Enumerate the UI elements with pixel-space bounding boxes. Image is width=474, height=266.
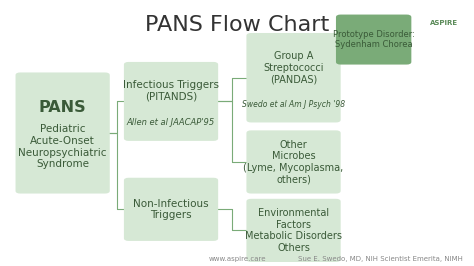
Text: Allen et al JAACAP'95: Allen et al JAACAP'95 bbox=[127, 118, 215, 127]
FancyBboxPatch shape bbox=[246, 33, 341, 122]
Text: PANS Flow Chart: PANS Flow Chart bbox=[145, 15, 329, 35]
FancyBboxPatch shape bbox=[246, 130, 341, 194]
FancyBboxPatch shape bbox=[336, 15, 411, 65]
Text: Swedo et al Am J Psych '98: Swedo et al Am J Psych '98 bbox=[242, 100, 345, 109]
Text: Pediatric
Acute-Onset
Neuropsychiatric
Syndrome: Pediatric Acute-Onset Neuropsychiatric S… bbox=[18, 124, 107, 169]
Text: PANS: PANS bbox=[39, 100, 86, 115]
Text: Group A
Streptococci
(PANDAS): Group A Streptococci (PANDAS) bbox=[263, 51, 324, 84]
Text: Non-Infectious
Triggers: Non-Infectious Triggers bbox=[133, 198, 209, 220]
Text: Other
Microbes
(Lyme, Mycoplasma,
others): Other Microbes (Lyme, Mycoplasma, others… bbox=[244, 140, 344, 184]
Text: Environmental
Factors
Metabolic Disorders
Others: Environmental Factors Metabolic Disorder… bbox=[245, 208, 342, 253]
FancyBboxPatch shape bbox=[16, 72, 110, 194]
Text: ASPIRE: ASPIRE bbox=[430, 20, 458, 26]
Text: Sue E. Swedo, MD, NIH Scientist Emerita, NIMH: Sue E. Swedo, MD, NIH Scientist Emerita,… bbox=[298, 256, 463, 262]
Text: www.aspire.care: www.aspire.care bbox=[208, 256, 266, 262]
Text: Prototype Disorder:
Sydenham Chorea: Prototype Disorder: Sydenham Chorea bbox=[333, 30, 415, 49]
FancyBboxPatch shape bbox=[124, 178, 218, 241]
FancyBboxPatch shape bbox=[124, 62, 218, 141]
FancyBboxPatch shape bbox=[246, 199, 341, 262]
Text: Infectious Triggers
(PITANDS): Infectious Triggers (PITANDS) bbox=[123, 80, 219, 101]
